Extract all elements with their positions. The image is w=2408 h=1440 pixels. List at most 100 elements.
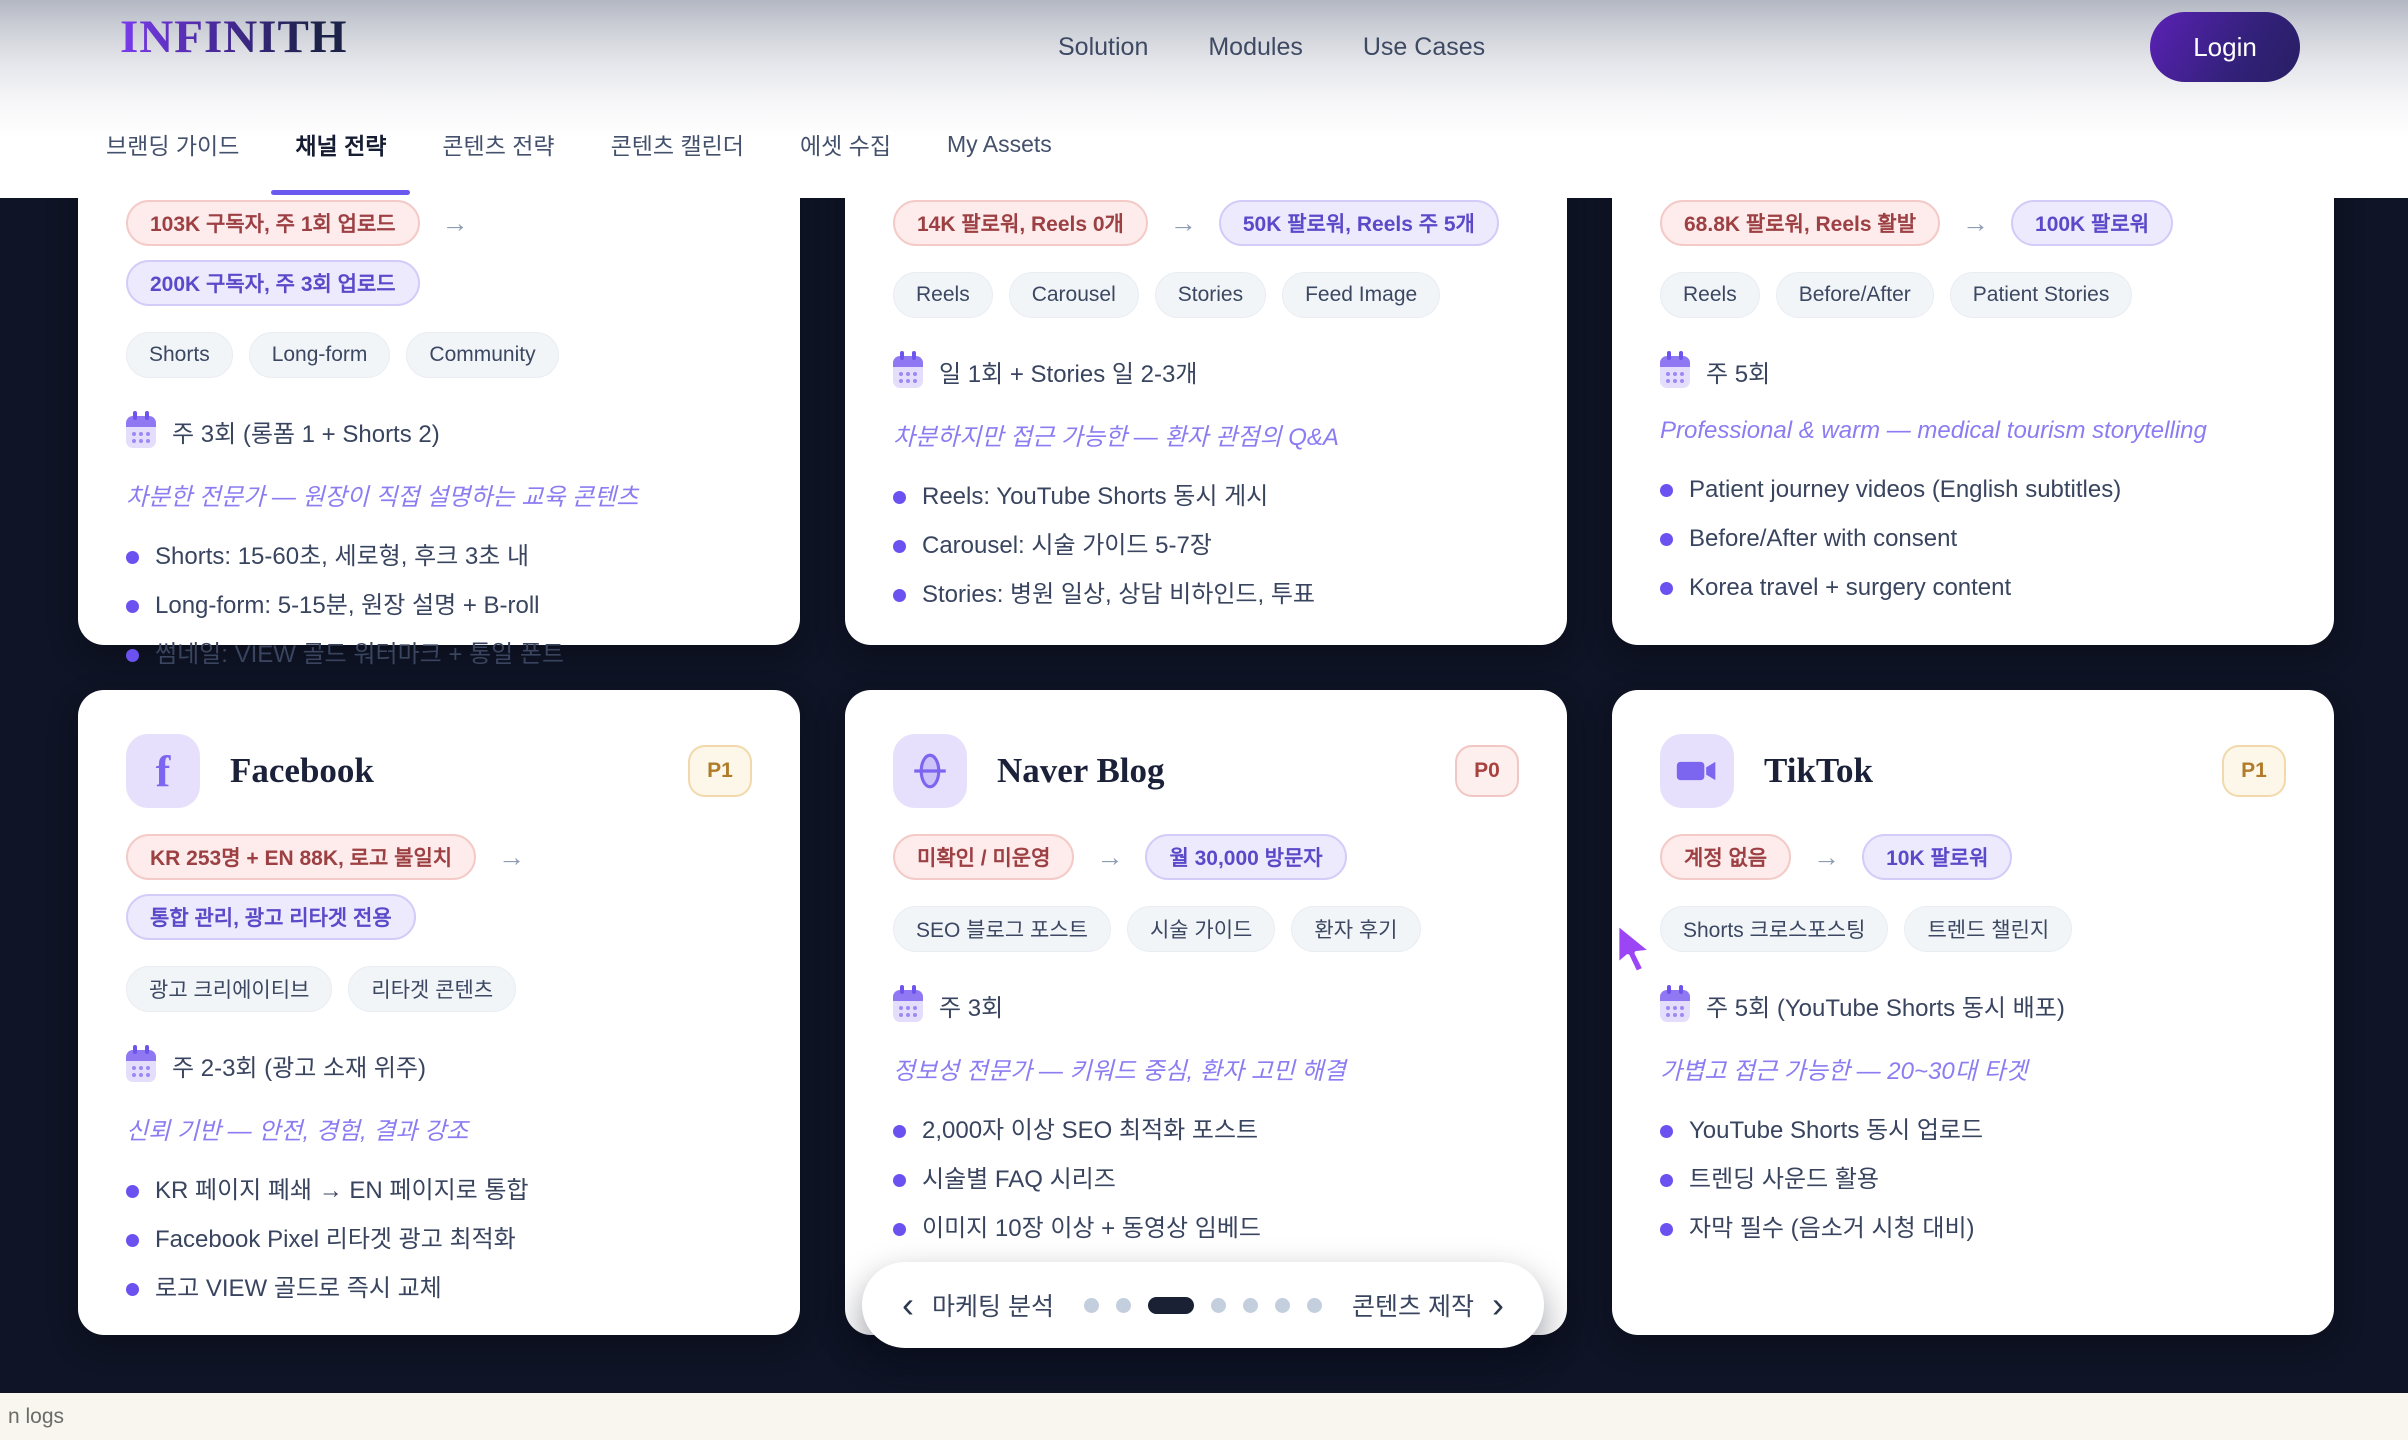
frequency-text: 주 5회 — [1706, 361, 1771, 388]
bullet-dot-icon — [1660, 484, 1673, 497]
channel-card-facebook: f Facebook P1 KR 253명 + EN 88K, 로고 불일치 → 통합 관… — [78, 690, 800, 1335]
carousel-dot-1[interactable] — [1084, 1297, 1099, 1313]
list-item: Before/After with consent — [1660, 524, 2286, 554]
list-item-text: Before/After with consent — [1689, 525, 1958, 552]
carousel-dot-3[interactable] — [1148, 1296, 1194, 1314]
posting-frequency: 주 3회 — [893, 984, 1519, 1023]
video-camera-icon — [1660, 734, 1734, 808]
list-item-text: Carousel: 시술 가이드 5-7장 — [922, 532, 1212, 559]
posting-frequency: 주 3회 (롱폼 1 + Shorts 2) — [126, 410, 752, 449]
carousel-dot-4[interactable] — [1211, 1297, 1226, 1313]
nav-item-use-cases[interactable]: Use Cases — [1362, 32, 1486, 61]
app-logo[interactable]: INFINITH — [120, 11, 348, 63]
list-item: 썸네일: VIEW 골드 워터마크 + 통일 폰트 — [126, 640, 752, 670]
list-item: 시술별 FAQ 시리즈 — [893, 1165, 1519, 1195]
top-header: INFINITH Solution Modules Use Cases Login … — [0, 0, 2408, 198]
tab-에셋-수집[interactable]: 에셋 수집 — [799, 133, 891, 159]
nav-item-modules[interactable]: Modules — [1208, 32, 1303, 61]
tab-콘텐츠-캘린더[interactable]: 콘텐츠 캘린더 — [610, 133, 744, 159]
carousel-prev-button[interactable]: ‹ 마케팅 분석 — [902, 1286, 1054, 1323]
list-item: 자막 필수 (음소거 시청 대비) — [1660, 1214, 2286, 1244]
current-status-badge: 103K 구독자, 주 1회 업로드 — [126, 200, 420, 246]
tag-리타겟-콘텐츠: 리타겟 콘텐츠 — [348, 966, 517, 1012]
tab-채널-전략[interactable]: 채널 전략 — [271, 127, 411, 195]
tab-콘텐츠-전략[interactable]: 콘텐츠 전략 — [442, 133, 555, 159]
target-status-badge: 200K 구독자, 주 3회 업로드 — [126, 260, 420, 306]
bullet-dot-icon — [893, 1174, 906, 1187]
tab-my-assets[interactable]: My Assets — [946, 130, 1052, 157]
list-item-text: Reels: YouTube Shorts 동시 게시 — [922, 483, 1269, 510]
list-item: 2,000자 이상 SEO 최적화 포스트 — [893, 1116, 1519, 1146]
bullet-dot-icon — [893, 1125, 906, 1138]
carousel-next-button[interactable]: 콘텐츠 제작 › — [1352, 1286, 1504, 1323]
status-badge-row: 14K 팔로워, Reels 0개 → 50K 팔로워, Reels 주 5개 — [893, 200, 1519, 246]
channel-card-naver-blog: Naver Blog P0 미확인 / 미운영 → 월 30,000 방문자 SEO 블로… — [845, 690, 1567, 1335]
carousel-dot-5[interactable] — [1243, 1297, 1258, 1313]
carousel-next-label: 콘텐츠 제작 — [1352, 1293, 1474, 1321]
bullet-dot-icon — [893, 491, 906, 504]
list-item: 이미지 10장 이상 + 동영상 임베드 — [893, 1214, 1519, 1244]
carousel-dot-7[interactable] — [1307, 1297, 1322, 1313]
login-button[interactable]: Login — [2150, 12, 2300, 82]
list-item: Shorts: 15-60초, 세로형, 후크 3초 내 — [126, 542, 752, 572]
tab-bar: 브랜딩 가이드 채널 전략 콘텐츠 전략 콘텐츠 캘린더 에셋 수집 My Assets — [0, 90, 2408, 198]
tag-patient-stories: Patient Stories — [1949, 272, 2133, 318]
status-badge-row: KR 253명 + EN 88K, 로고 불일치 → 통합 관리, 광고 리타겟 전… — [126, 834, 752, 940]
posting-frequency: 주 5회 — [1660, 350, 2286, 389]
carousel-dot-2[interactable] — [1116, 1297, 1131, 1313]
bullet-dot-icon — [1660, 1125, 1673, 1138]
carousel-pagination: ‹ 마케팅 분석 콘텐츠 제작 › — [862, 1262, 1544, 1348]
list-item: Korea travel + surgery content — [1660, 573, 2286, 603]
carousel-prev-label: 마케팅 분석 — [932, 1293, 1054, 1321]
list-item-text: 2,000자 이상 SEO 최적화 포스트 — [922, 1117, 1259, 1144]
target-status-badge: 월 30,000 방문자 — [1145, 834, 1347, 880]
tag-트렌드-챌린지: 트렌드 챌린지 — [1904, 906, 2073, 952]
list-item-text: 시술별 FAQ 시리즈 — [922, 1166, 1116, 1193]
list-item: Patient journey videos (English subtitle… — [1660, 475, 2286, 505]
list-item-text: Patient journey videos (English subtitle… — [1689, 476, 2122, 503]
frequency-text: 주 3회 (롱폼 1 + Shorts 2) — [172, 421, 440, 448]
arrow-right-icon: → — [1169, 207, 1197, 238]
nav-item-solution[interactable]: Solution — [1058, 32, 1149, 61]
list-item-text: Facebook Pixel 리타겟 광고 최적화 — [155, 1226, 516, 1253]
card-header: Naver Blog P0 — [893, 734, 1519, 808]
list-item-text: Shorts: 15-60초, 세로형, 후크 3초 내 — [155, 543, 530, 570]
tone-description: Professional & warm — medical tourism st… — [1660, 417, 2207, 444]
list-item: Long-form: 5-15분, 원장 설명 + B-roll — [126, 591, 752, 621]
list-item-text: 이미지 10장 이상 + 동영상 임베드 — [922, 1215, 1262, 1242]
current-status-badge: 68.8K 팔로워, Reels 활발 — [1660, 200, 1941, 246]
tone-description: 가볍고 접근 가능한 — 20~30대 타겟 — [1660, 1058, 2028, 1085]
tag-환자-후기: 환자 후기 — [1291, 906, 1421, 952]
tag-feed-image: Feed Image — [1282, 272, 1441, 318]
bullet-dot-icon — [1660, 1223, 1673, 1236]
globe-icon — [893, 734, 967, 808]
carousel-dot-6[interactable] — [1275, 1297, 1290, 1313]
status-bar-text: n logs — [8, 1404, 65, 1428]
list-item: 로고 VIEW 골드로 즉시 교체 — [126, 1274, 752, 1304]
bullet-dot-icon — [126, 1234, 139, 1247]
current-status-badge: 계정 없음 — [1660, 834, 1792, 880]
bullet-dot-icon — [126, 649, 139, 662]
current-status-badge: KR 253명 + EN 88K, 로고 불일치 — [126, 834, 477, 880]
main-nav: Solution Modules Use Cases — [1058, 0, 1485, 94]
list-item: Facebook Pixel 리타겟 광고 최적화 — [126, 1225, 752, 1255]
calendar-icon — [126, 1044, 156, 1082]
frequency-text: 일 1회 + Stories 일 2-3개 — [939, 361, 1198, 388]
list-item-text: 썸네일: VIEW 골드 워터마크 + 통일 폰트 — [155, 641, 565, 668]
tag-carousel: Carousel — [1008, 272, 1139, 318]
tag-shorts: Shorts — [126, 332, 233, 378]
bullet-dot-icon — [1660, 582, 1673, 595]
tag-시술-가이드: 시술 가이드 — [1126, 906, 1276, 952]
list-item-text: Long-form: 5-15분, 원장 설명 + B-roll — [155, 592, 540, 619]
tag-stories: Stories — [1154, 272, 1267, 318]
status-badge-row: 68.8K 팔로워, Reels 활발 → 100K 팔로워 — [1660, 200, 2286, 246]
tab-브랜딩-가이드[interactable]: 브랜딩 가이드 — [106, 133, 240, 159]
bullet-dot-icon — [1660, 533, 1673, 546]
calendar-icon — [126, 410, 156, 448]
calendar-icon — [1660, 984, 1690, 1022]
bullet-dot-icon — [126, 1185, 139, 1198]
tag-seo-블로그-포스트: SEO 블로그 포스트 — [893, 906, 1111, 952]
card-header: TikTok P1 — [1660, 734, 2286, 808]
